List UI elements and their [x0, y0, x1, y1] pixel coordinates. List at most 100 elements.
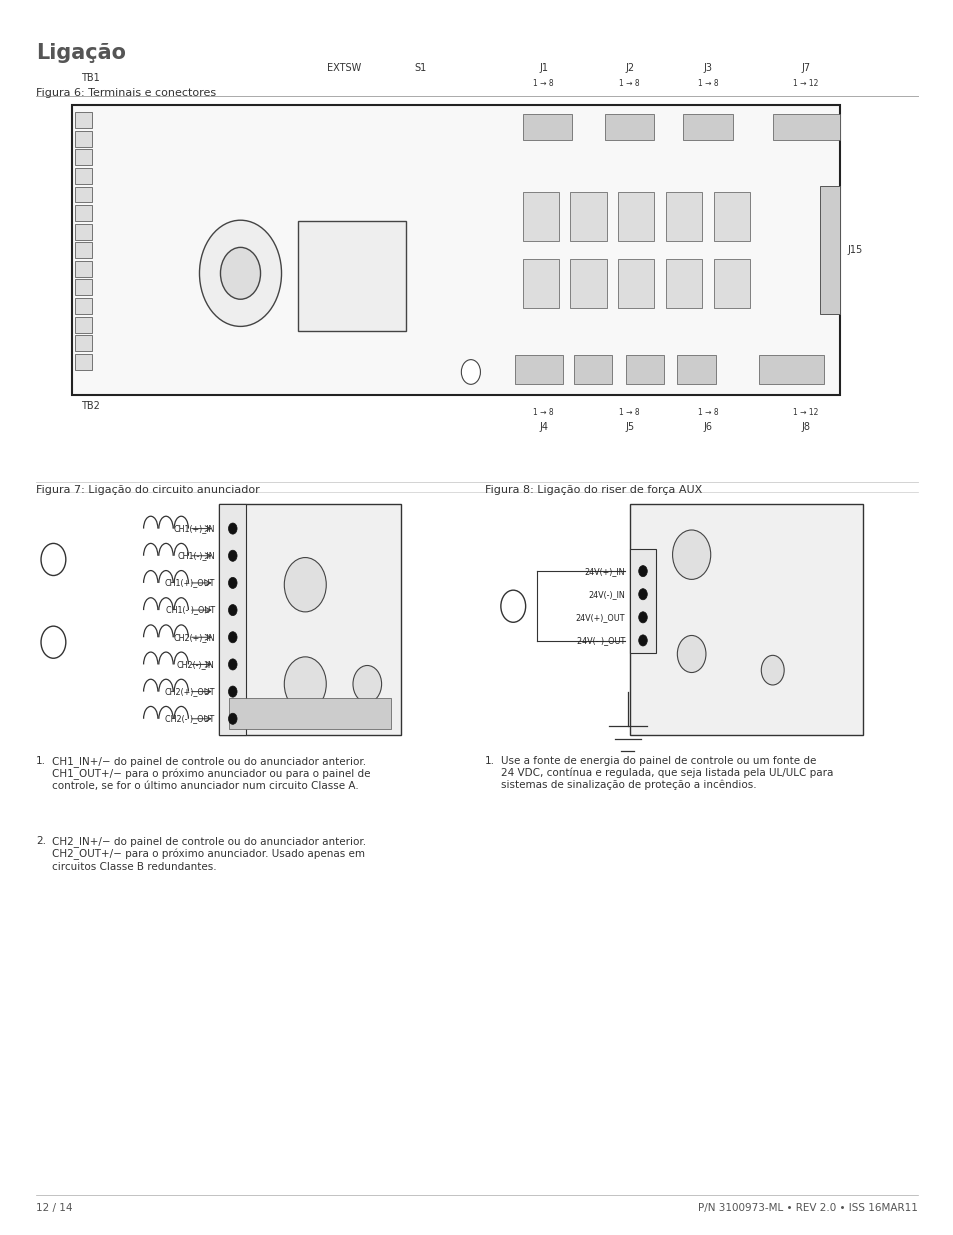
Text: 24V(-)_IN: 24V(-)_IN	[587, 590, 624, 599]
Text: J1: J1	[538, 63, 548, 73]
Circle shape	[639, 589, 646, 600]
Text: 1: 1	[510, 601, 516, 611]
Circle shape	[461, 359, 480, 384]
Text: CH1_IN+/− do painel de controle ou do anunciador anterior.
CH1_OUT+/− para o pró: CH1_IN+/− do painel de controle ou do an…	[52, 756, 371, 792]
Text: 1 → 8: 1 → 8	[533, 79, 554, 88]
Text: 24V(- )_OUT: 24V(- )_OUT	[576, 636, 624, 645]
Bar	[75, 316, 91, 332]
Bar	[570, 259, 606, 308]
Circle shape	[220, 247, 260, 299]
Circle shape	[229, 631, 236, 642]
Text: J3: J3	[702, 63, 712, 73]
Text: J2: J2	[624, 63, 634, 73]
Text: Use a fonte de energia do painel de controle ou um fonte de
24 VDC, contínua e r: Use a fonte de energia do painel de cont…	[500, 756, 832, 790]
Circle shape	[500, 590, 525, 622]
Text: 1 → 8: 1 → 8	[618, 79, 639, 88]
Text: CH2_IN+/− do painel de controle ou do anunciador anterior.
CH2_OUT+/− para o pró: CH2_IN+/− do painel de controle ou do an…	[52, 836, 366, 872]
Bar	[75, 335, 91, 351]
Bar	[574, 354, 612, 384]
Circle shape	[199, 220, 281, 326]
Bar	[75, 353, 91, 369]
Bar	[71, 105, 839, 395]
Circle shape	[639, 635, 646, 646]
Bar	[682, 114, 732, 140]
Text: EXTSW: EXTSW	[327, 63, 361, 73]
Circle shape	[672, 530, 710, 579]
Bar	[625, 354, 663, 384]
Text: J5: J5	[624, 422, 634, 432]
Text: J8: J8	[801, 422, 810, 432]
Bar	[713, 191, 749, 241]
Text: CH2(+)_OUT: CH2(+)_OUT	[164, 687, 214, 697]
Bar	[75, 186, 91, 203]
Bar	[629, 504, 862, 735]
Text: 1.: 1.	[484, 756, 494, 766]
Text: 12 / 14: 12 / 14	[36, 1203, 72, 1213]
Bar	[713, 259, 749, 308]
Circle shape	[229, 551, 236, 562]
Bar	[75, 149, 91, 165]
Text: CH1(+)_OUT: CH1(+)_OUT	[164, 578, 214, 588]
Text: CH2(+)_IN: CH2(+)_IN	[172, 632, 214, 642]
Circle shape	[760, 656, 783, 685]
Circle shape	[677, 636, 705, 673]
Bar	[665, 259, 701, 308]
Bar	[297, 221, 405, 331]
Bar	[618, 191, 654, 241]
Bar	[75, 279, 91, 295]
Circle shape	[229, 578, 236, 589]
Bar	[75, 205, 91, 221]
Circle shape	[41, 626, 66, 658]
Text: CH1(-)_IN: CH1(-)_IN	[177, 551, 214, 561]
Bar	[75, 224, 91, 240]
Circle shape	[284, 557, 326, 611]
Text: 1 → 8: 1 → 8	[697, 408, 718, 416]
Circle shape	[639, 566, 646, 577]
Bar	[515, 354, 562, 384]
Bar	[219, 504, 246, 735]
Text: CH2(-)_IN: CH2(-)_IN	[176, 659, 214, 669]
Bar	[75, 131, 91, 147]
Bar	[75, 112, 91, 128]
Bar	[665, 191, 701, 241]
Text: J7: J7	[801, 63, 810, 73]
Bar	[522, 259, 558, 308]
Text: 1: 1	[51, 555, 56, 564]
Text: TB2: TB2	[81, 401, 100, 411]
Text: J6: J6	[702, 422, 712, 432]
Bar	[604, 114, 654, 140]
Text: 2: 2	[51, 637, 56, 647]
Bar	[75, 168, 91, 184]
Bar	[75, 242, 91, 258]
Text: CH1(- )_OUT: CH1(- )_OUT	[166, 605, 214, 615]
Text: Figura 6: Terminais e conectores: Figura 6: Terminais e conectores	[36, 88, 216, 98]
Bar	[75, 261, 91, 277]
Bar	[618, 259, 654, 308]
Circle shape	[41, 543, 66, 576]
Text: 2.: 2.	[36, 836, 46, 846]
Text: 1.: 1.	[36, 756, 46, 766]
Text: 1 → 8: 1 → 8	[697, 79, 718, 88]
Text: 24V(+)_OUT: 24V(+)_OUT	[575, 613, 624, 622]
Bar	[772, 114, 839, 140]
Text: P/N 3100973-ML • REV 2.0 • ISS 16MAR11: P/N 3100973-ML • REV 2.0 • ISS 16MAR11	[698, 1203, 917, 1213]
Bar	[229, 698, 391, 729]
Text: Ligação: Ligação	[36, 43, 126, 63]
Bar	[629, 548, 656, 653]
Text: Figura 7: Ligação do circuito anunciador: Figura 7: Ligação do circuito anunciador	[36, 485, 260, 495]
Circle shape	[229, 714, 236, 724]
Text: S1: S1	[415, 63, 427, 73]
Text: 1 → 12: 1 → 12	[793, 79, 818, 88]
Circle shape	[639, 611, 646, 622]
Text: J15: J15	[846, 245, 862, 256]
Text: 1 → 12: 1 → 12	[793, 408, 818, 416]
Circle shape	[229, 659, 236, 671]
Text: CH2(- )_OUT: CH2(- )_OUT	[165, 714, 214, 724]
Bar	[75, 298, 91, 314]
Circle shape	[229, 524, 236, 535]
Circle shape	[229, 605, 236, 616]
Bar	[522, 191, 558, 241]
Bar	[522, 114, 572, 140]
Text: 1 → 8: 1 → 8	[533, 408, 554, 416]
Bar	[820, 186, 839, 314]
